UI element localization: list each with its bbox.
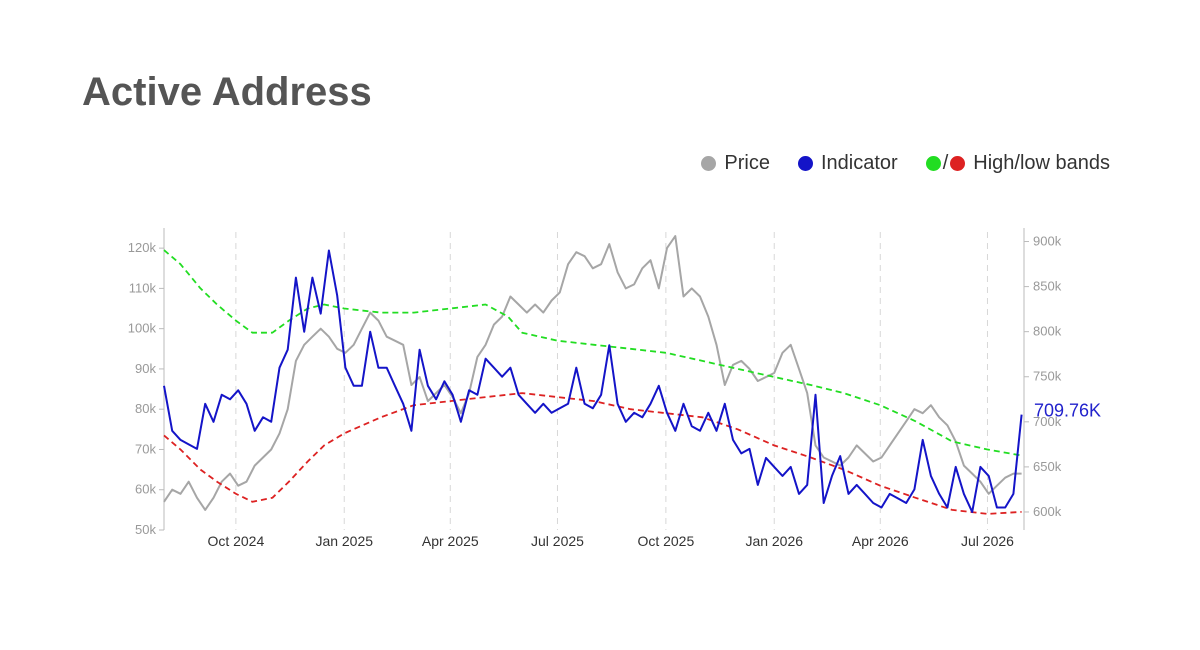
indicator-line xyxy=(163,249,1023,513)
legend: Price Indicator / High/low bands xyxy=(673,152,1110,175)
x-tick-label-5: Jan 2026 xyxy=(745,533,803,549)
left-tick-label-4: 90k xyxy=(135,361,156,376)
x-tick-label-1: Jan 2025 xyxy=(315,533,373,549)
legend-label-indicator: Indicator xyxy=(820,152,898,174)
legend-bands-separator: / xyxy=(942,152,949,174)
right-tick-label-5: 850k xyxy=(1033,279,1062,294)
right-tick-label-4: 800k xyxy=(1033,324,1062,339)
price-line xyxy=(163,235,1022,511)
high-band-line xyxy=(163,249,1022,457)
legend-item-indicator[interactable]: Indicator xyxy=(797,152,898,175)
left-tick-label-6: 110k xyxy=(129,280,157,295)
left-tick-label-1: 60k xyxy=(135,482,156,497)
axes xyxy=(159,228,1029,531)
chart-title: Active Address xyxy=(82,70,372,114)
x-tick-label-3: Jul 2025 xyxy=(531,533,584,549)
legend-label-price: Price xyxy=(724,152,770,174)
legend-item-price[interactable]: Price xyxy=(701,152,770,175)
right-tick-label-6: 900k xyxy=(1033,234,1062,249)
right-tick-label-0: 600k xyxy=(1033,504,1062,519)
axis-labels: Oct 2024 Jan 2025 Apr 2025 Jul 2025 Oct 2025… xyxy=(128,234,1101,549)
x-tick-label-4: Oct 2025 xyxy=(637,533,694,549)
low-band-dot-icon xyxy=(950,156,966,171)
left-tick-label-5: 100k xyxy=(128,321,157,336)
x-tick-label-2: Apr 2025 xyxy=(422,533,479,549)
last-value-label: 709.76K xyxy=(1034,401,1101,421)
left-tick-label-0: 50k xyxy=(135,522,156,537)
series-lines xyxy=(163,235,1023,515)
legend-item-bands[interactable]: / High/low bands xyxy=(925,152,1110,175)
x-tick-label-7: Jul 2026 xyxy=(961,533,1014,549)
left-tick-label-3: 80k xyxy=(135,401,156,416)
x-tick-label-0: Oct 2024 xyxy=(207,533,264,549)
indicator-dot-icon xyxy=(797,156,813,171)
right-tick-label-2: 700k xyxy=(1033,414,1062,429)
x-tick-label-6: Apr 2026 xyxy=(852,533,909,549)
high-band-dot-icon xyxy=(925,156,941,171)
left-tick-label-2: 70k xyxy=(135,441,156,456)
right-tick-label-1: 650k xyxy=(1033,459,1062,474)
left-tick-label-7: 120k xyxy=(128,240,157,255)
price-dot-icon xyxy=(701,156,717,171)
legend-label-bands: High/low bands xyxy=(973,152,1110,174)
low-band-line xyxy=(163,392,1022,515)
right-tick-label-3: 750k xyxy=(1033,369,1062,384)
grid-lines xyxy=(235,232,988,530)
